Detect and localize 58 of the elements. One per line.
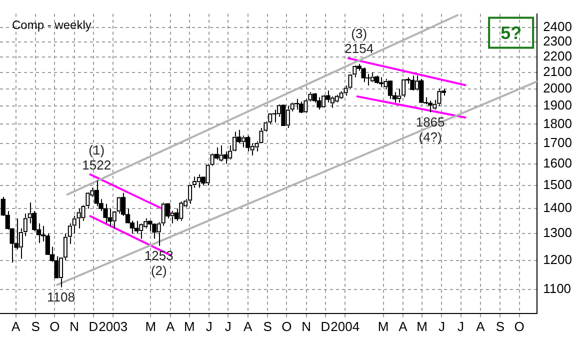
- y-tick-label: 2400: [543, 19, 572, 34]
- x-tick-label: J: [438, 318, 445, 334]
- x-tick-label: A: [398, 318, 408, 334]
- candlestick: [419, 78, 424, 103]
- x-tick-label: J: [458, 318, 464, 334]
- x-tick-label: N: [302, 318, 312, 334]
- candlestick: [436, 88, 442, 107]
- candlestick: [428, 100, 433, 113]
- x-tick-label: S: [263, 318, 272, 334]
- x-tick-label: S: [496, 318, 505, 334]
- candlestick: [134, 220, 139, 234]
- x-tick-label: A: [476, 318, 486, 334]
- y-tick-label: 1900: [543, 98, 572, 113]
- candlestick: [388, 80, 393, 100]
- x-tick-label: M: [184, 318, 195, 334]
- x-tick-label: A: [12, 318, 21, 334]
- x-tick-label: S: [31, 318, 40, 334]
- y-tick-label: 1800: [543, 116, 572, 131]
- x-tick-label: D: [320, 318, 330, 334]
- x-tick-label: N: [70, 318, 80, 334]
- x-tick-label: 2004: [330, 318, 360, 334]
- candlestick: [298, 101, 304, 114]
- y-tick-label: 1400: [543, 200, 572, 216]
- y-tick-label: 2300: [543, 33, 572, 48]
- x-tick-label: O: [282, 318, 292, 334]
- x-tick-label: A: [166, 318, 176, 334]
- candlestick: [272, 109, 277, 123]
- chart-title: Comp - weekly: [12, 18, 92, 32]
- candlestick: [246, 135, 250, 152]
- y-tick-label: 1100: [543, 281, 572, 296]
- x-tick-label: O: [50, 318, 60, 334]
- x-tick-label: A: [244, 318, 253, 334]
- y-tick-label: 1200: [543, 252, 572, 268]
- annotation: 1253 (2): [144, 248, 174, 278]
- x-tick-label: J: [206, 318, 212, 334]
- y-tick-label: 2100: [543, 64, 572, 79]
- y-tick-label: 1500: [543, 177, 572, 192]
- annotation: 5?: [500, 22, 522, 43]
- candlestick: [361, 67, 366, 83]
- candlestick: [218, 144, 224, 162]
- annotation: (3) 2154: [344, 26, 374, 56]
- annotation: 1865 (4?): [416, 114, 445, 144]
- y-tick-label: 2200: [543, 48, 572, 64]
- candlestick: [316, 96, 322, 110]
- y-tick-label: 1600: [543, 155, 572, 170]
- annotation: (1) 1522: [82, 142, 112, 173]
- annotation: 1108: [47, 289, 75, 304]
- candlestick: [223, 150, 228, 164]
- y-tick-label: 1700: [543, 134, 572, 150]
- x-tick-label: J: [224, 318, 232, 334]
- x-tick-label: 2003: [98, 318, 128, 334]
- x-tick-label: O: [514, 318, 524, 334]
- x-tick-label: M: [416, 318, 428, 334]
- x-tick-label: M: [378, 318, 389, 334]
- y-tick-label: 1300: [543, 225, 572, 240]
- x-tick-label: D: [88, 318, 98, 334]
- x-tick-label: M: [145, 318, 156, 334]
- y-tick-label: 2000: [543, 80, 572, 96]
